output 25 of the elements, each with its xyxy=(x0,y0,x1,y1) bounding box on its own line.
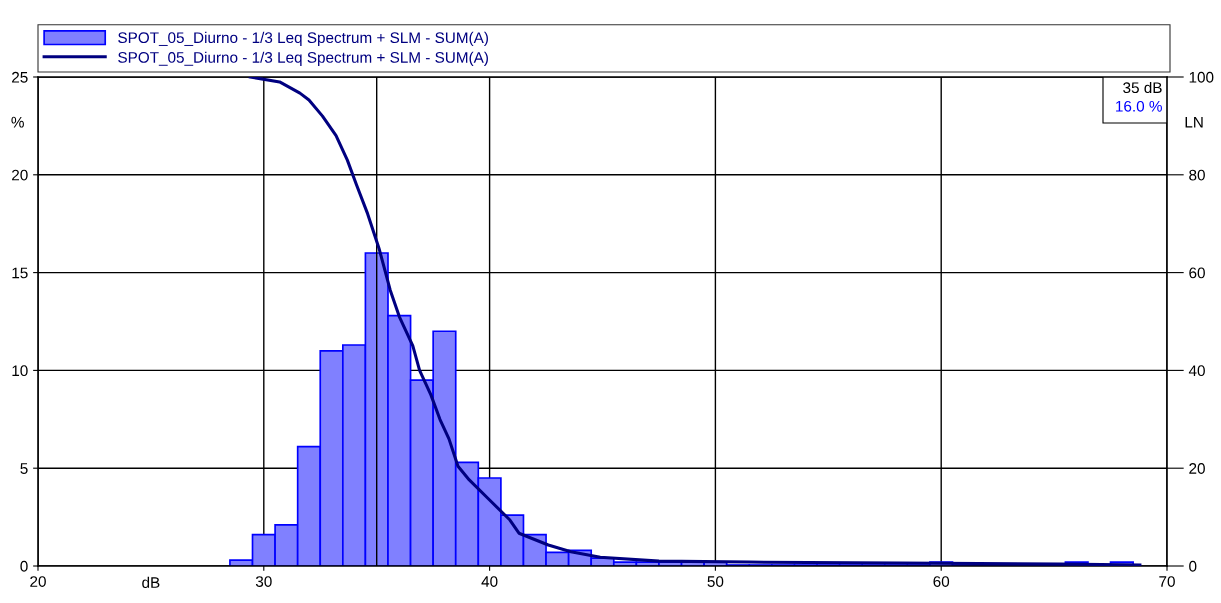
x-axis-title: dB xyxy=(142,576,160,588)
annotation: 16.0 % xyxy=(1116,100,1162,112)
annotation: 35 dB xyxy=(1123,81,1162,94)
x-tick-label: 50 xyxy=(707,576,724,587)
y-tick-label: 15 xyxy=(12,267,28,279)
legend-label: SPOT_05_Diurno - 1/3 Leq Spectrum + SLM - SUM(A) xyxy=(118,31,488,47)
y2-tick-label: 60 xyxy=(1189,267,1205,279)
x-tick-label: 30 xyxy=(255,576,272,587)
x-tick-label: 60 xyxy=(933,576,950,587)
y-tick-label: 10 xyxy=(12,365,28,377)
y2-axis-title: LN xyxy=(1185,116,1203,128)
y2-tick-label: 0 xyxy=(1189,560,1197,572)
y-axis-title: % xyxy=(11,116,24,128)
y-tick-label: 20 xyxy=(12,169,28,181)
x-tick-label: 20 xyxy=(30,576,46,587)
y-tick-label: 5 xyxy=(20,463,28,474)
x-tick-label: 40 xyxy=(481,576,498,587)
y-tick-label: 25 xyxy=(12,71,28,83)
y2-tick-label: 40 xyxy=(1188,365,1205,377)
legend-label: SPOT_05_Diurno - 1/3 Leq Spectrum + SLM - SUM(A) xyxy=(118,51,488,66)
y2-tick-label: 80 xyxy=(1189,169,1205,181)
y2-tick-label: 100 xyxy=(1189,71,1214,83)
y-tick-label: 0 xyxy=(20,560,28,572)
y2-tick-label: 20 xyxy=(1189,463,1205,474)
x-tick-label: 70 xyxy=(1159,576,1175,587)
